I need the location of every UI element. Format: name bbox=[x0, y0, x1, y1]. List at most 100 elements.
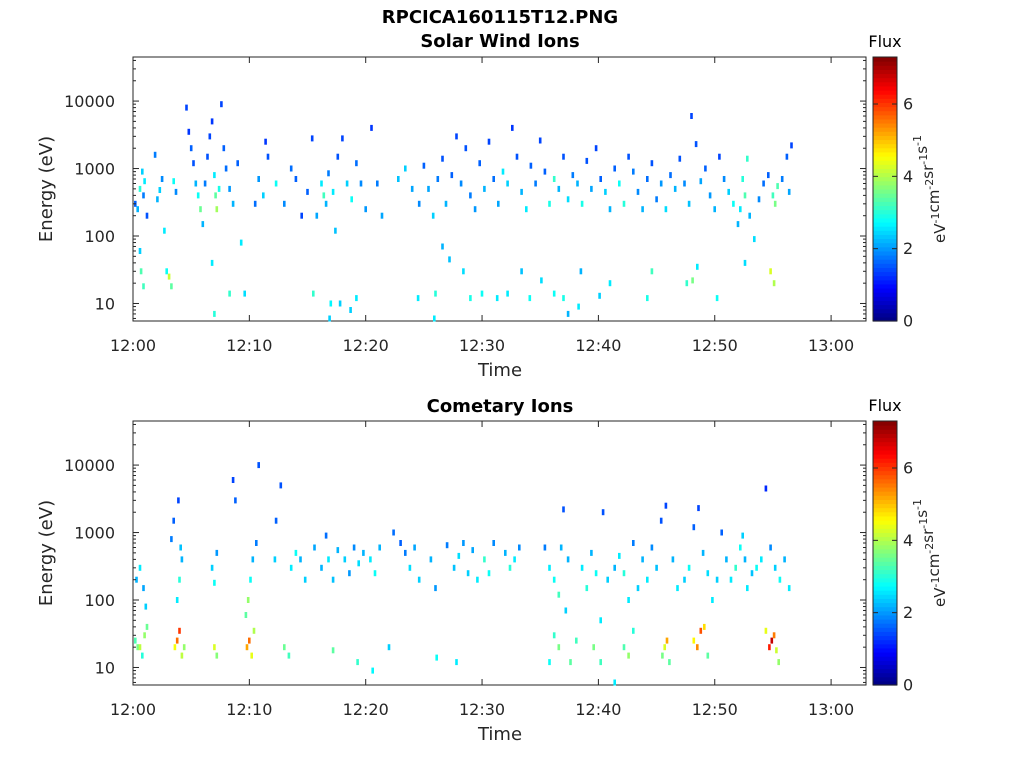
colorbar-title: Flux bbox=[868, 32, 901, 51]
flux-cell bbox=[566, 196, 570, 203]
colorbar-segment bbox=[873, 230, 897, 235]
colorbar-segment bbox=[873, 85, 897, 91]
colorbar-segment bbox=[873, 623, 897, 628]
flux-cell bbox=[579, 268, 583, 275]
flux-cell bbox=[787, 188, 791, 195]
unit-exponent: -2 bbox=[923, 543, 936, 554]
colorbar-segment bbox=[873, 106, 897, 112]
flux-cell bbox=[562, 295, 565, 302]
colorbar-segment bbox=[873, 180, 897, 186]
colorbar-segment bbox=[873, 548, 897, 554]
unit-base: cm bbox=[925, 190, 943, 213]
flux-cell bbox=[373, 570, 377, 577]
colorbar-segment bbox=[873, 147, 897, 153]
colorbar-segment bbox=[873, 168, 897, 174]
colorbar-segment bbox=[873, 433, 897, 439]
flux-cell bbox=[601, 509, 605, 516]
flux-cell bbox=[622, 200, 626, 207]
x-axis-label: Time bbox=[477, 724, 522, 745]
colorbar-segment bbox=[873, 139, 897, 145]
flux-cell bbox=[520, 188, 523, 195]
flux-cell bbox=[534, 180, 537, 187]
flux-cell bbox=[585, 157, 589, 164]
colorbar-segment bbox=[873, 151, 897, 157]
unit-base: s bbox=[913, 510, 931, 518]
flux-cell bbox=[743, 259, 747, 266]
flux-cell bbox=[210, 259, 214, 266]
colorbar-segment bbox=[873, 610, 897, 616]
colorbar-segment bbox=[873, 499, 897, 505]
flux-cell bbox=[718, 153, 721, 160]
flux-cell bbox=[618, 552, 621, 559]
colorbar-segment bbox=[873, 275, 897, 281]
y-axis-label: Energy (eV) bbox=[36, 136, 57, 242]
colorbar-segment bbox=[873, 73, 897, 79]
colorbar-segment bbox=[873, 118, 897, 124]
flux-cell bbox=[210, 118, 214, 125]
flux-cell bbox=[632, 540, 635, 546]
flux-cell bbox=[331, 188, 335, 195]
flux-cell bbox=[501, 168, 505, 175]
flux-cell bbox=[234, 497, 237, 504]
flux-cell bbox=[708, 192, 712, 199]
colorbar-segment bbox=[873, 643, 897, 649]
flux-cell bbox=[769, 544, 772, 551]
flux-cell bbox=[239, 239, 243, 246]
flux-cell bbox=[641, 556, 644, 563]
y-tick-label: 10 bbox=[95, 658, 115, 677]
flux-cell bbox=[506, 290, 509, 297]
flux-cell bbox=[552, 576, 556, 583]
flux-cell bbox=[713, 206, 716, 213]
flux-cell bbox=[706, 652, 710, 659]
flux-cell bbox=[413, 544, 416, 551]
flux-cell bbox=[701, 549, 705, 556]
flux-cell bbox=[138, 185, 142, 192]
flux-cell bbox=[448, 256, 451, 263]
flux-cell bbox=[228, 290, 231, 297]
colorbar-tick-label: 6 bbox=[903, 459, 913, 478]
flux-cell bbox=[294, 549, 298, 556]
flux-cell bbox=[711, 597, 714, 603]
flux-cell bbox=[571, 172, 575, 179]
flux-cell bbox=[691, 277, 694, 284]
flux-cell bbox=[206, 153, 209, 160]
flux-cell bbox=[685, 280, 689, 287]
flux-cell bbox=[773, 564, 777, 571]
flux-cell bbox=[764, 485, 768, 492]
flux-cell bbox=[785, 153, 789, 160]
colorbar-segment bbox=[873, 470, 897, 476]
colorbar-segment bbox=[873, 565, 897, 571]
flux-cell bbox=[732, 200, 735, 207]
x-axis-ticks: 12:00 12:10 12:20 12:30 12:40 12:50 13:00 bbox=[110, 421, 854, 719]
flux-cell bbox=[136, 206, 139, 213]
flux-cell bbox=[492, 176, 495, 182]
unit-base: eV bbox=[931, 587, 949, 607]
flux-cell bbox=[699, 178, 703, 185]
flux-cell bbox=[289, 564, 293, 571]
flux-cell bbox=[349, 307, 352, 313]
flux-cell bbox=[352, 544, 356, 551]
flux-cell bbox=[743, 192, 747, 199]
colorbar-segment bbox=[873, 557, 897, 562]
colorbar-segment bbox=[873, 652, 897, 657]
colorbar-segment bbox=[873, 553, 897, 558]
flux-cell bbox=[189, 145, 193, 152]
panel-title: Cometary Ions bbox=[427, 396, 574, 417]
flux-cell bbox=[177, 497, 180, 504]
flux-cell bbox=[264, 138, 267, 145]
flux-cell bbox=[274, 180, 278, 187]
flux-cell bbox=[244, 612, 248, 618]
flux-cell bbox=[770, 637, 774, 644]
colorbar-segment bbox=[873, 528, 897, 533]
colorbar-unit-label: eV-1cm-2sr-1s-1 bbox=[911, 135, 949, 243]
colorbar-segment bbox=[873, 57, 897, 62]
flux-cell bbox=[764, 627, 768, 634]
colorbar-segment bbox=[873, 81, 897, 87]
x-tick-label: 12:20 bbox=[343, 700, 389, 719]
flux-cell bbox=[790, 142, 793, 149]
flux-cell bbox=[608, 206, 612, 213]
flux-cell bbox=[715, 576, 719, 583]
flux-cell bbox=[552, 290, 556, 297]
colorbar-segment bbox=[873, 449, 897, 455]
